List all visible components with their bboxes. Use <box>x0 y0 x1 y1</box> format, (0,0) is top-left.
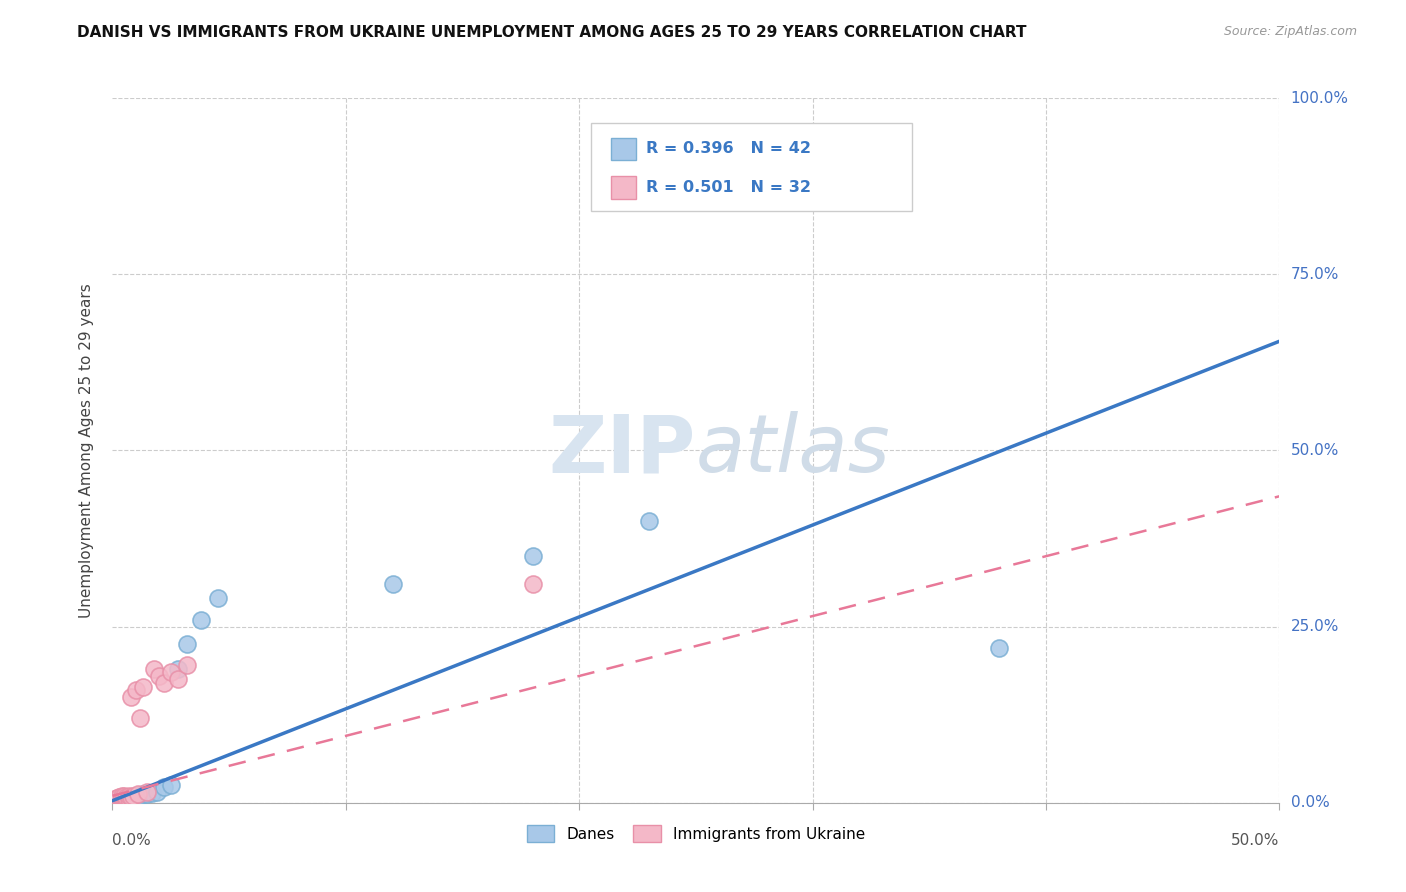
Point <box>522 577 544 591</box>
Point <box>105 792 128 806</box>
Point <box>108 791 131 805</box>
Point <box>111 792 134 806</box>
Text: 100.0%: 100.0% <box>1291 91 1348 105</box>
Point <box>115 793 138 807</box>
Point <box>125 790 148 805</box>
Point <box>381 577 404 591</box>
Point <box>111 793 134 807</box>
Text: 75.0%: 75.0% <box>1291 267 1339 282</box>
Point <box>104 793 127 807</box>
Point <box>108 791 131 805</box>
Point <box>122 789 145 803</box>
Point <box>112 789 135 803</box>
Point <box>108 790 131 805</box>
Point <box>190 613 212 627</box>
Point <box>108 793 131 807</box>
Point <box>105 794 128 808</box>
Text: R = 0.501   N = 32: R = 0.501 N = 32 <box>645 180 811 195</box>
Text: DANISH VS IMMIGRANTS FROM UKRAINE UNEMPLOYMENT AMONG AGES 25 TO 29 YEARS CORRELA: DANISH VS IMMIGRANTS FROM UKRAINE UNEMPL… <box>77 25 1026 40</box>
Bar <box>610 177 637 199</box>
Point <box>153 780 176 795</box>
Point <box>104 793 127 807</box>
Y-axis label: Unemployment Among Ages 25 to 29 years: Unemployment Among Ages 25 to 29 years <box>79 283 94 618</box>
Point <box>176 637 198 651</box>
Point <box>111 790 134 805</box>
Point <box>111 792 134 806</box>
Point <box>111 790 134 805</box>
Point <box>132 680 155 694</box>
Point <box>112 792 135 806</box>
Point <box>115 790 138 805</box>
Point <box>143 662 166 676</box>
Point <box>105 792 128 806</box>
Point <box>112 791 135 805</box>
FancyBboxPatch shape <box>591 123 912 211</box>
Point <box>115 791 138 805</box>
Point <box>127 789 149 804</box>
Point <box>132 788 155 802</box>
Text: ZIP: ZIP <box>548 411 696 490</box>
Point <box>122 790 145 805</box>
Point <box>118 792 141 806</box>
Point <box>141 786 163 800</box>
Text: R = 0.396   N = 42: R = 0.396 N = 42 <box>645 141 811 156</box>
Text: 0.0%: 0.0% <box>112 833 152 848</box>
Point <box>118 791 141 805</box>
Point <box>108 793 131 807</box>
Point <box>115 792 138 806</box>
Point <box>104 794 127 808</box>
Legend: Danes, Immigrants from Ukraine: Danes, Immigrants from Ukraine <box>520 819 872 848</box>
Point <box>120 690 142 705</box>
Point <box>127 787 149 801</box>
Point <box>166 662 188 676</box>
Text: 50.0%: 50.0% <box>1232 833 1279 848</box>
Point <box>148 669 170 683</box>
Point <box>105 791 128 805</box>
Point <box>207 591 229 606</box>
Point <box>118 789 141 804</box>
Point <box>118 790 141 805</box>
Text: 50.0%: 50.0% <box>1291 443 1339 458</box>
Point <box>129 711 152 725</box>
Point <box>125 683 148 698</box>
Point <box>176 658 198 673</box>
Point <box>108 792 131 806</box>
Point <box>638 514 661 528</box>
Point <box>136 785 159 799</box>
Point <box>125 789 148 803</box>
Point <box>111 789 134 804</box>
Bar <box>610 137 637 161</box>
Point <box>136 787 159 801</box>
Point <box>120 790 142 805</box>
Point <box>104 791 127 805</box>
Point <box>160 778 183 792</box>
Point <box>112 791 135 805</box>
Text: 0.0%: 0.0% <box>1291 796 1329 810</box>
Point <box>115 790 138 805</box>
Point <box>120 790 142 805</box>
Point <box>522 549 544 564</box>
Point <box>112 790 135 805</box>
Text: 25.0%: 25.0% <box>1291 619 1339 634</box>
Point <box>160 665 183 680</box>
Text: atlas: atlas <box>696 411 891 490</box>
Point <box>120 791 142 805</box>
Point <box>112 790 135 805</box>
Point <box>166 673 188 687</box>
Text: Source: ZipAtlas.com: Source: ZipAtlas.com <box>1223 25 1357 38</box>
Point <box>105 790 128 805</box>
Point <box>146 784 169 798</box>
Point <box>129 789 152 803</box>
Point <box>108 790 131 805</box>
Point <box>988 640 1011 655</box>
Point <box>112 794 135 808</box>
Point <box>153 676 176 690</box>
